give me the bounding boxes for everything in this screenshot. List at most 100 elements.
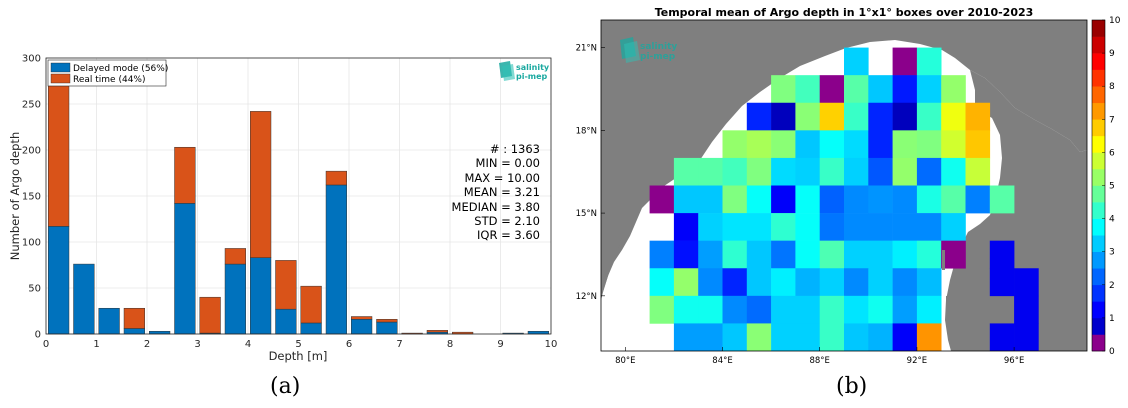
heatmap-cell	[673, 213, 699, 241]
heatmap-cell	[892, 295, 918, 324]
heatmap-cell	[916, 75, 942, 104]
andaman-island-small	[946, 296, 948, 306]
bar-delayed-mode	[351, 319, 373, 335]
heatmap-cell	[868, 213, 893, 241]
heatmap-cell	[844, 130, 869, 159]
heatmap-cell	[746, 130, 772, 159]
stat-count: # : 1363	[489, 142, 540, 156]
heatmap-cell	[819, 295, 845, 324]
heatmap-cell	[722, 240, 748, 269]
map-salinity-pi-mep-logo: salinity pi-mep	[620, 37, 677, 63]
colorbar-tick-label: 10	[1109, 16, 1121, 26]
heatmap-cell	[722, 185, 748, 214]
heatmap-cell	[868, 102, 893, 131]
heatmap-cell	[892, 268, 918, 297]
map-logo-text-salinity: salinity	[640, 42, 677, 52]
bar-delayed-mode	[325, 184, 347, 335]
heatmap-cell	[698, 213, 723, 241]
heatmap-cell	[892, 213, 918, 241]
heatmap-cell	[892, 185, 918, 214]
heatmap-cell	[892, 323, 918, 351]
panel-label-a: (a)	[270, 374, 301, 399]
heatmap-cell	[795, 323, 820, 351]
lat-tick-label: 12°N	[576, 292, 597, 302]
colorbar-segment	[1092, 69, 1105, 87]
stat-median: MEDIAN = 3.80	[451, 199, 540, 214]
colorbar-segment	[1092, 86, 1105, 104]
x-tick-label: 4	[245, 339, 251, 350]
heatmap-cell	[673, 240, 699, 269]
heatmap-cell	[771, 102, 796, 131]
heatmap-cell	[819, 157, 845, 186]
bar-delayed-mode	[149, 330, 171, 335]
bar-real-time	[300, 285, 322, 324]
bar-real-time	[275, 260, 297, 310]
heatmap-cell	[819, 323, 845, 351]
heatmap-cell	[771, 295, 796, 324]
stat-min: MIN = 0.00	[475, 156, 540, 171]
heatmap-cell	[771, 75, 796, 104]
heatmap-cell	[795, 268, 820, 297]
stat-max: MAX = 10.00	[464, 170, 540, 185]
y-tick-labels: 0 50 100 150 200 250 300	[22, 54, 41, 341]
lon-tick-labels: 80°E 84°E 88°E 92°E 96°E	[615, 347, 1024, 366]
heatmap-cell	[892, 157, 918, 186]
heatmap-cell	[844, 213, 869, 241]
heatmap-cell	[941, 75, 966, 104]
bar-delayed-mode	[48, 226, 70, 335]
logo-text-salinity: salinity	[516, 63, 550, 72]
colorbar-tick-label: 0	[1109, 347, 1115, 357]
heatmap-cell	[819, 102, 845, 131]
heatmap-map: Temporal mean of Argo depth in 1°x1° box…	[576, 6, 1121, 366]
heatmap-cell	[819, 185, 845, 214]
colorbar-segment	[1092, 301, 1105, 319]
colorbar-segment	[1092, 168, 1105, 186]
heatmap-cell	[916, 102, 942, 131]
heatmap-cell	[673, 157, 699, 186]
map-logo-mark-shadow-icon	[624, 41, 640, 63]
x-tick-label: 2	[144, 339, 150, 350]
heatmap-cell	[698, 157, 723, 186]
heatmap-cell	[819, 130, 845, 159]
stat-std: STD = 2.10	[474, 214, 540, 229]
lat-tick-label: 18°N	[576, 126, 597, 136]
lat-tick-label: 15°N	[576, 209, 597, 219]
heatmap-cell	[795, 102, 820, 131]
x-tick-label: 10	[545, 339, 558, 350]
lon-tick-label: 96°E	[1004, 356, 1024, 366]
lon-tick-label: 88°E	[809, 356, 829, 366]
lat-tick-label: 21°N	[576, 44, 597, 54]
map-logo-text-pimep: pi-mep	[640, 52, 676, 62]
heatmap-cell	[795, 157, 820, 186]
heatmap-cell	[673, 268, 699, 297]
colorbar-tick-label: 7	[1109, 115, 1115, 125]
heatmap-cell	[746, 240, 772, 269]
legend-label-delayed: Delayed mode (56%)	[73, 64, 168, 74]
heatmap-cell	[965, 102, 991, 131]
x-tick-label: 6	[346, 339, 352, 350]
x-tick-label: 0	[43, 339, 49, 350]
heatmap-cell	[795, 295, 820, 324]
heatmap-cell	[795, 185, 820, 214]
heatmap-cell	[989, 185, 1015, 214]
heatmap-cell	[844, 185, 869, 214]
y-axis-label: Number of Argo depth	[8, 132, 22, 260]
heatmap-cell	[819, 240, 845, 269]
heatmap-cell	[649, 240, 675, 269]
y-tick-label: 200	[22, 146, 41, 157]
heatmap-cell	[698, 268, 723, 297]
plot-frame	[45, 57, 552, 335]
heatmap-cell	[965, 185, 991, 214]
colorbar-segment	[1092, 20, 1105, 37]
heatmap-cell	[771, 268, 796, 297]
bar-delayed-mode	[73, 263, 95, 335]
bar-real-time	[123, 307, 145, 329]
heatmap-cell	[771, 130, 796, 159]
heatmap-cell	[916, 157, 942, 186]
lon-tick-label: 80°E	[615, 356, 635, 366]
heatmap-cell	[892, 75, 918, 104]
bar-real-time	[325, 170, 347, 186]
heatmap-cells	[649, 47, 1039, 351]
colorbar-tick-label: 5	[1109, 182, 1115, 192]
colorbar-tick-label: 4	[1109, 215, 1115, 225]
